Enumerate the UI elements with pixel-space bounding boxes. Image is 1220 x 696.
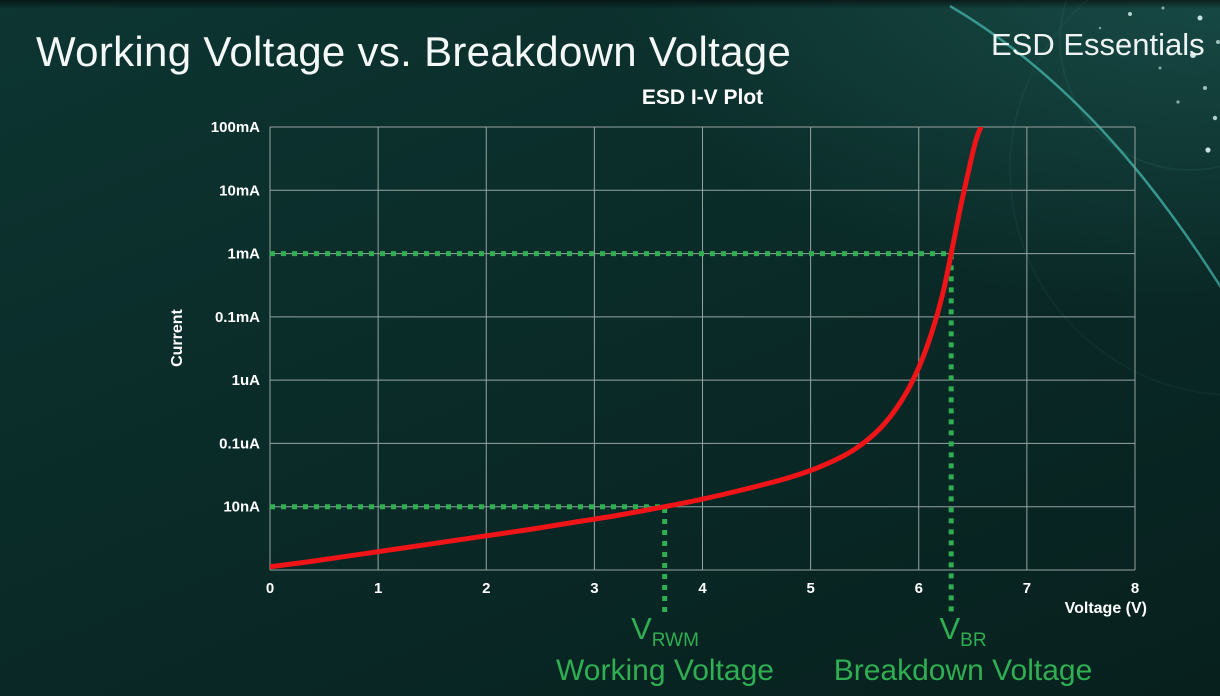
sparkle-dots (1098, 6, 1220, 153)
brand-label: ESD Essentials (991, 27, 1205, 62)
y-tick-label: 100mA (211, 119, 260, 136)
x-tick-label: 5 (806, 580, 814, 597)
vbr-caption: Breakdown Voltage (833, 653, 1093, 687)
vrwm-symbol-subscript: RWM (651, 630, 699, 652)
x-tick-label: 2 (482, 580, 490, 597)
annotation-dotted-line-rwm (270, 504, 668, 612)
vbr-symbol: VBR (818, 612, 1108, 652)
chart-title: ESD I-V Plot (641, 86, 764, 109)
x-tick-label: 7 (1023, 580, 1031, 597)
grid (269, 126, 1136, 571)
x-axis-label: Voltage (V) (1064, 600, 1147, 617)
iv-curve (270, 127, 984, 570)
x-tick-label: 3 (590, 580, 598, 597)
swoosh-curve (949, 4, 1220, 289)
y-tick-label: 10nA (223, 499, 260, 516)
y-tick-label: 10mA (219, 182, 260, 199)
y-tick-label: 0.1uA (219, 435, 260, 452)
vbr-symbol-letter: V (939, 611, 961, 646)
plot-area: 100mA 10mA 1mA 0.1mA 1uA 0.1uA 10nA 0 1 2 3 4 5 6 7 8 (211, 119, 1139, 612)
y-tick-label: 0.1mA (215, 309, 260, 326)
vrwm-annotation: VRWM Working Voltage (540, 612, 790, 687)
x-tick-label: 8 (1131, 580, 1139, 597)
vrwm-symbol-letter: V (631, 611, 652, 646)
page-title: Working Voltage vs. Breakdown Voltage (36, 28, 792, 75)
vrwm-caption: Working Voltage (556, 653, 774, 687)
y-tick-label: 1mA (227, 246, 260, 263)
vbr-annotation: VBR Breakdown Voltage (818, 612, 1108, 687)
vrwm-symbol: VRWM (540, 612, 790, 652)
x-tick-label: 0 (266, 580, 274, 597)
annotation-dotted-line-br (270, 251, 954, 612)
vbr-symbol-subscript: BR (960, 630, 987, 652)
x-tick-label: 6 (915, 580, 923, 597)
y-axis-label: Current (169, 309, 186, 367)
y-tick-label: 1uA (232, 372, 261, 389)
background-decoration (949, 0, 1220, 396)
x-tick-label: 1 (374, 580, 382, 597)
x-tick-label: 4 (698, 580, 707, 597)
